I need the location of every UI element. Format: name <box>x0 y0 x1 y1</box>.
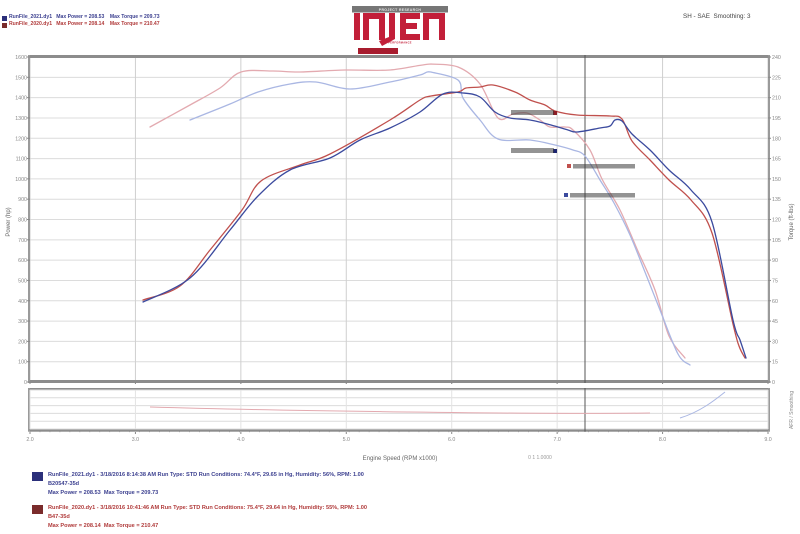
svg-text:1100: 1100 <box>16 157 27 163</box>
svg-text:4.0: 4.0 <box>237 437 244 443</box>
svg-text:5.0: 5.0 <box>343 437 350 443</box>
svg-text:Power (hp): Power (hp) <box>6 207 12 236</box>
svg-text:900: 900 <box>18 197 27 203</box>
svg-text:15: 15 <box>772 360 778 366</box>
svg-text:240: 240 <box>772 55 781 61</box>
svg-text:75: 75 <box>772 278 778 284</box>
svg-text:0: 0 <box>24 380 27 386</box>
svg-text:400: 400 <box>18 299 27 305</box>
svg-text:3.0: 3.0 <box>132 437 139 443</box>
svg-text:120: 120 <box>772 218 781 224</box>
svg-text:600: 600 <box>18 258 27 264</box>
svg-text:60: 60 <box>772 299 778 305</box>
svg-text:105: 105 <box>772 238 781 244</box>
svg-text:800: 800 <box>18 218 27 224</box>
svg-text:2.0: 2.0 <box>26 437 33 443</box>
svg-text:100: 100 <box>18 360 27 366</box>
svg-text:9.0: 9.0 <box>764 437 771 443</box>
svg-text:AFR / Smoothing: AFR / Smoothing <box>789 391 795 429</box>
svg-text:195: 195 <box>772 116 781 122</box>
svg-text:1400: 1400 <box>15 96 27 102</box>
svg-text:7.0: 7.0 <box>553 437 560 443</box>
svg-text:1500: 1500 <box>15 75 27 81</box>
svg-text:700: 700 <box>18 238 27 244</box>
svg-text:30: 30 <box>772 339 778 345</box>
svg-text:135: 135 <box>772 197 781 203</box>
svg-text:180: 180 <box>772 136 781 142</box>
svg-text:90: 90 <box>772 258 778 264</box>
svg-text:300: 300 <box>18 319 27 325</box>
svg-text:Torque (ft-lbs): Torque (ft-lbs) <box>789 203 795 240</box>
svg-text:200: 200 <box>18 339 27 345</box>
svg-text:45: 45 <box>772 319 778 325</box>
svg-text:0 1 1.0000: 0 1 1.0000 <box>528 455 552 461</box>
svg-text:8.0: 8.0 <box>659 437 666 443</box>
svg-text:165: 165 <box>772 157 781 163</box>
svg-text:500: 500 <box>18 278 27 284</box>
svg-text:0: 0 <box>772 380 775 386</box>
svg-text:6.0: 6.0 <box>448 437 455 443</box>
svg-text:1300: 1300 <box>15 116 27 122</box>
svg-text:150: 150 <box>772 177 781 183</box>
svg-text:1600: 1600 <box>15 55 27 61</box>
svg-text:225: 225 <box>772 75 781 81</box>
svg-text:1000: 1000 <box>15 177 27 183</box>
svg-text:1200: 1200 <box>15 136 27 142</box>
svg-text:210: 210 <box>772 96 781 102</box>
svg-text:Engine Speed (RPM x1000): Engine Speed (RPM x1000) <box>363 456 438 462</box>
